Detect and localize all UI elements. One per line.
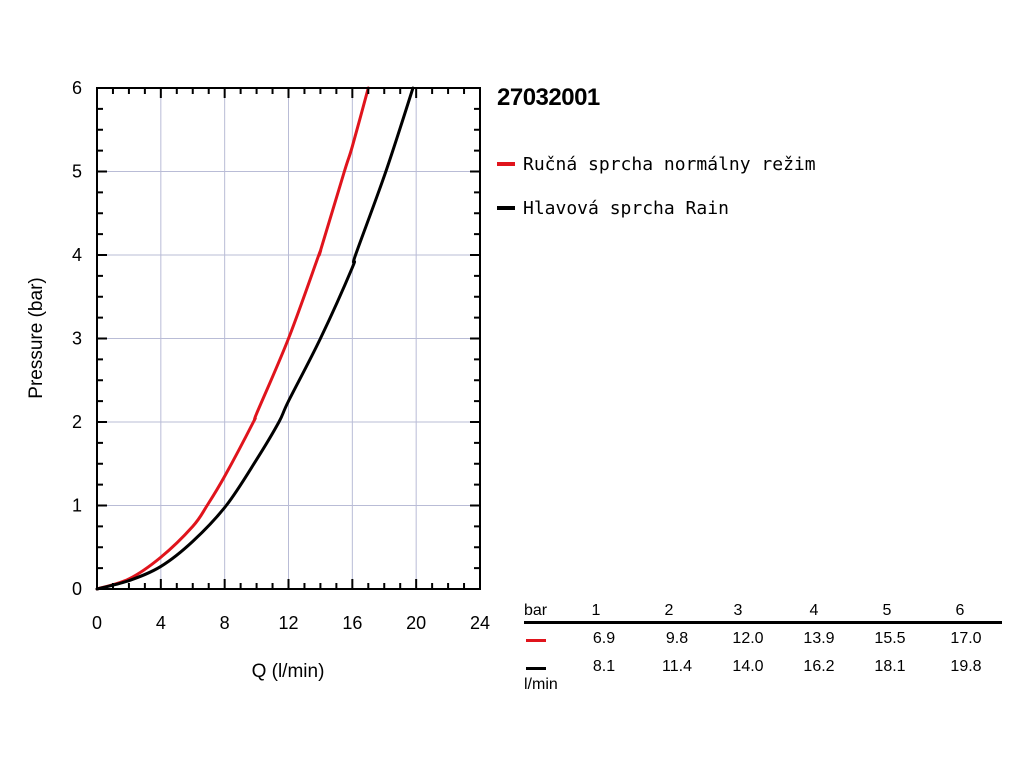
y-tick-label: 4 <box>72 245 82 265</box>
flow-table-header: bar 1 2 3 4 5 6 <box>524 602 1002 624</box>
y-axis-label: Pressure (bar) <box>26 277 47 398</box>
table-rule <box>524 621 1002 624</box>
flow-value: 14.0 <box>732 658 764 675</box>
table-row: 6.9 9.8 12.0 13.9 15.5 17.0 <box>524 630 1002 652</box>
x-tick-label: 20 <box>406 613 426 633</box>
pressure-header: 1 <box>591 602 601 619</box>
legend-item-hand-shower: Ručná sprcha normálny režim <box>497 142 816 186</box>
series-line-hand-shower <box>95 86 370 591</box>
x-tick-label: 16 <box>342 613 362 633</box>
flow-value: 18.1 <box>874 658 906 675</box>
legend-swatch-black <box>497 206 515 210</box>
legend-swatch-red <box>497 162 515 166</box>
flow-value: 15.5 <box>874 630 906 647</box>
x-axis-label: Q (l/min) <box>252 661 325 682</box>
flow-value: 8.1 <box>592 658 616 675</box>
chart-series <box>95 86 415 591</box>
table-unit-lmin: l/min <box>524 676 558 693</box>
pressure-header: 2 <box>664 602 674 619</box>
flow-value: 13.9 <box>803 630 835 647</box>
x-tick-label: 24 <box>470 613 490 633</box>
flow-table: bar 1 2 3 4 5 6 6.9 9.8 12.0 13.9 15.5 1… <box>524 602 1002 694</box>
x-tick-label: 4 <box>156 613 166 633</box>
legend-label: Hlavová sprcha Rain <box>523 197 729 219</box>
table-row: 8.1 11.4 14.0 16.2 18.1 19.8 <box>524 658 1002 680</box>
legend-label: Ručná sprcha normálny režim <box>523 153 816 175</box>
pressure-header: 4 <box>809 602 819 619</box>
y-tick-label: 2 <box>72 412 82 432</box>
x-tick-label: 0 <box>92 613 102 633</box>
flow-value: 17.0 <box>950 630 982 647</box>
header-unit-bar: bar <box>524 602 548 619</box>
chart-legend: Ručná sprcha normálny režim Hlavová sprc… <box>497 142 816 230</box>
y-tick-label: 6 <box>72 78 82 98</box>
pressure-header: 6 <box>955 602 965 619</box>
y-tick-label: 1 <box>72 496 82 516</box>
flow-value: 12.0 <box>732 630 764 647</box>
row-swatch-red <box>526 639 546 642</box>
flow-value: 9.8 <box>665 630 689 647</box>
pressure-header: 5 <box>882 602 892 619</box>
product-title: 27032001 <box>497 84 600 111</box>
x-tick-label: 8 <box>220 613 230 633</box>
pressure-header: 3 <box>733 602 743 619</box>
series-line-head-shower <box>95 86 415 591</box>
legend-item-head-shower: Hlavová sprcha Rain <box>497 186 816 230</box>
flow-value: 6.9 <box>592 630 616 647</box>
y-tick-label: 0 <box>72 579 82 599</box>
flow-value: 16.2 <box>803 658 835 675</box>
y-tick-label: 5 <box>72 162 82 182</box>
row-swatch-black <box>526 667 546 670</box>
flow-value: 19.8 <box>950 658 982 675</box>
flow-value: 11.4 <box>662 658 692 675</box>
y-tick-label: 3 <box>72 329 82 349</box>
x-tick-label: 12 <box>278 613 298 633</box>
